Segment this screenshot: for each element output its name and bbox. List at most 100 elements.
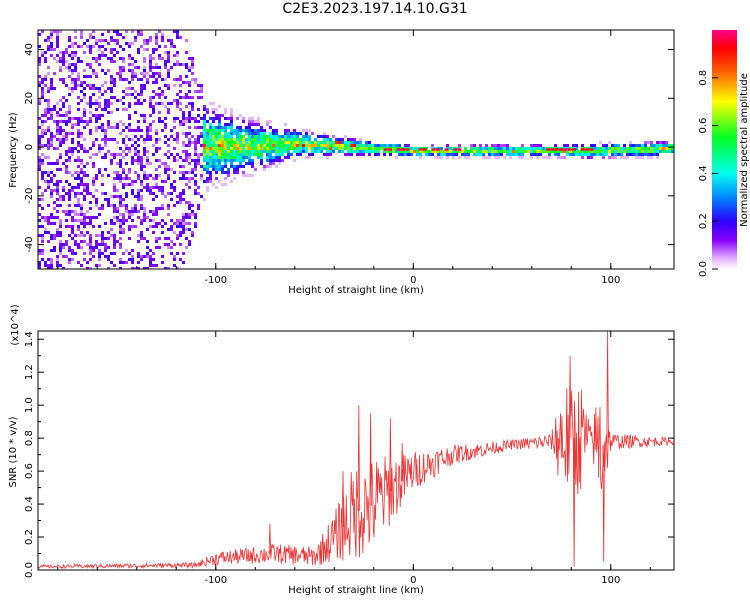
- heatmap-cell: [212, 120, 215, 123]
- heatmap-cell: [638, 147, 641, 150]
- heatmap-cell: [491, 147, 494, 150]
- heatmap-cell: [146, 78, 149, 81]
- heatmap-cell: [632, 150, 635, 153]
- heatmap-cell: [176, 36, 179, 39]
- heatmap-cell: [68, 261, 71, 264]
- heatmap-cell: [200, 144, 203, 147]
- heatmap-cell: [191, 78, 194, 81]
- heatmap-cell: [92, 183, 95, 186]
- heatmap-cell: [179, 258, 182, 261]
- spectrogram-y-axis-label: Frequency (Hz): [8, 112, 19, 188]
- heatmap-cell: [95, 177, 98, 180]
- heatmap-cell: [152, 231, 155, 234]
- heatmap-cell: [176, 105, 179, 108]
- heatmap-cell: [116, 30, 119, 33]
- heatmap-cell: [350, 138, 353, 141]
- heatmap-cell: [47, 264, 50, 267]
- heatmap-cell: [62, 129, 65, 132]
- heatmap-cell: [140, 30, 143, 33]
- heatmap-cell: [92, 141, 95, 144]
- heatmap-cell: [236, 156, 239, 159]
- heatmap-cell: [83, 108, 86, 111]
- heatmap-cell: [83, 216, 86, 219]
- heatmap-cell: [161, 93, 164, 96]
- heatmap-cell: [239, 153, 242, 156]
- heatmap-cell: [41, 207, 44, 210]
- heatmap-cell: [86, 84, 89, 87]
- heatmap-cell: [230, 129, 233, 132]
- heatmap-cell: [149, 36, 152, 39]
- heatmap-cell: [236, 141, 239, 144]
- heatmap-cell: [248, 162, 251, 165]
- heatmap-cell: [56, 183, 59, 186]
- heatmap-cell: [128, 63, 131, 66]
- heatmap-cell: [626, 153, 629, 156]
- heatmap-cell: [479, 147, 482, 150]
- heatmap-cell: [119, 222, 122, 225]
- heatmap-cell: [56, 216, 59, 219]
- heatmap-cell: [56, 231, 59, 234]
- heatmap-cell: [89, 192, 92, 195]
- heatmap-cell: [245, 174, 248, 177]
- heatmap-cell: [473, 144, 476, 147]
- heatmap-cell: [473, 150, 476, 153]
- heatmap-cell: [38, 165, 41, 168]
- heatmap-cell: [584, 150, 587, 153]
- heatmap-cell: [146, 216, 149, 219]
- heatmap-cell: [176, 102, 179, 105]
- heatmap-cell: [107, 57, 110, 60]
- heatmap-cell: [38, 252, 41, 255]
- heatmap-cell: [197, 141, 200, 144]
- heatmap-cell: [59, 153, 62, 156]
- heatmap-cell: [47, 174, 50, 177]
- heatmap-cell: [455, 150, 458, 153]
- heatmap-cell: [164, 168, 167, 171]
- heatmap-cell: [188, 126, 191, 129]
- heatmap-cell: [143, 267, 146, 269]
- heatmap-cell: [395, 150, 398, 153]
- heatmap-cell: [137, 177, 140, 180]
- heatmap-cell: [164, 141, 167, 144]
- heatmap-cell: [59, 69, 62, 72]
- heatmap-cell: [107, 123, 110, 126]
- heatmap-cell: [173, 78, 176, 81]
- heatmap-cell: [116, 171, 119, 174]
- heatmap-cell: [344, 144, 347, 147]
- heatmap-cell: [290, 141, 293, 144]
- heatmap-cell: [137, 156, 140, 159]
- heatmap-cell: [173, 180, 176, 183]
- heatmap-cell: [266, 153, 269, 156]
- heatmap-cell: [224, 165, 227, 168]
- heatmap-cell: [119, 204, 122, 207]
- heatmap-cell: [197, 192, 200, 195]
- heatmap-cell: [383, 144, 386, 147]
- heatmap-cell: [101, 138, 104, 141]
- heatmap-cell: [644, 153, 647, 156]
- heatmap-cell: [125, 108, 128, 111]
- heatmap-cell: [476, 147, 479, 150]
- heatmap-cell: [305, 141, 308, 144]
- heatmap-cell: [83, 126, 86, 129]
- heatmap-cell: [167, 150, 170, 153]
- heatmap-cell: [638, 156, 641, 159]
- heatmap-cell: [47, 72, 50, 75]
- heatmap-cell: [185, 228, 188, 231]
- heatmap-cell: [179, 96, 182, 99]
- heatmap-cell: [128, 237, 131, 240]
- heatmap-cell: [188, 204, 191, 207]
- heatmap-cell: [65, 219, 68, 222]
- heatmap-cell: [86, 150, 89, 153]
- heatmap-cell: [74, 54, 77, 57]
- heatmap-cell: [329, 141, 332, 144]
- heatmap-cell: [626, 150, 629, 153]
- heatmap-cell: [77, 72, 80, 75]
- heatmap-cell: [365, 141, 368, 144]
- heatmap-cell: [563, 156, 566, 159]
- heatmap-cell: [68, 198, 71, 201]
- heatmap-cell: [347, 153, 350, 156]
- heatmap-cell: [167, 192, 170, 195]
- heatmap-cell: [311, 150, 314, 153]
- heatmap-cell: [137, 93, 140, 96]
- heatmap-cell: [119, 69, 122, 72]
- heatmap-cell: [398, 144, 401, 147]
